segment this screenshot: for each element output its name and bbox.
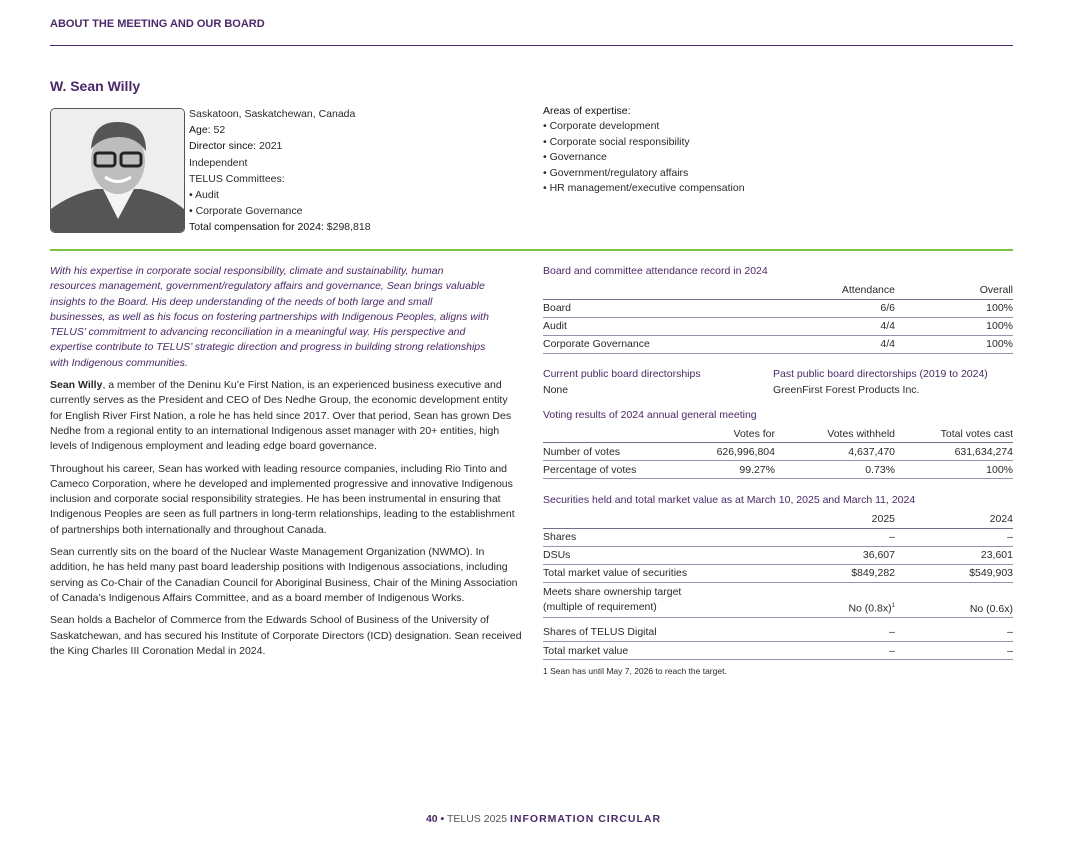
bio-paragraph: Sean holds a Bachelor of Commerce from t… [50, 614, 522, 657]
committee-item: • Corporate Governance [189, 205, 303, 218]
attendance-table: Attendance Overall Board 6/6 100% Audit 4/4 1… [543, 282, 1013, 354]
table-row: Audit 4/4 100% [543, 317, 1013, 336]
bio-paragraph: Sean Willy, a member of the Deninu Ku’e … [50, 379, 512, 453]
director-photo [50, 108, 185, 233]
page-footer: 40 • TELUS 2025 INFORMATION CIRCULAR [425, 813, 662, 825]
expertise-item: • Government/regulatory affairs [543, 166, 689, 179]
bio-paragraph: Throughout his career, Sean has worked w… [50, 462, 515, 536]
telus-digital-table: Shares of TELUS Digital – – Total market v… [543, 623, 1013, 660]
current-directorships-title: Current public board directorships [543, 367, 701, 380]
committees-label: TELUS Committees: [189, 172, 285, 185]
bio-paragraph: Sean currently sits on the board of the … [50, 546, 518, 604]
table-row: Total market value of securities $849,282… [543, 564, 1013, 583]
bio-intro: With his expertise in corporate social r… [50, 265, 489, 369]
director-name: W. Sean Willy [50, 78, 141, 94]
director-tables: Board and committee attendance record in… [543, 264, 1013, 676]
directorships: Current public board directorships None P… [543, 366, 1013, 398]
attendance-title: Board and committee attendance record in… [543, 265, 768, 277]
director-since: Director since: 2021 [189, 140, 283, 153]
table-row: Total market value – – [543, 641, 1013, 660]
table-row: Shares – – [543, 528, 1013, 547]
securities-title: Securities held and total market value a… [543, 494, 916, 506]
table-row: Number of votes 626,996,804 4,637,470 631,6… [543, 442, 1013, 461]
green-divider [50, 249, 1013, 251]
age: Age: 52 [189, 124, 226, 137]
expertise-title: Areas of expertise: [543, 105, 631, 117]
biography: With his expertise in corporate social r… [50, 264, 522, 666]
table-row: Meets share ownership target (multiple of… [543, 582, 1013, 618]
table-row: Percentage of votes 99.27% 0.73% 100% [543, 460, 1013, 479]
expertise-item: • HR management/executive compensation [543, 182, 745, 195]
footnote: 1 Sean has until May 7, 2026 to reach th… [543, 666, 727, 676]
table-row: Shares of TELUS Digital – – [543, 623, 1013, 642]
director-info: Saskatoon, Saskatchewan, Canada Age: 52 … [189, 106, 371, 236]
areas-of-expertise: Areas of expertise: • Corporate developm… [543, 104, 745, 196]
current-directorships: None [543, 383, 569, 396]
divider [50, 45, 1013, 46]
section-title: ABOUT THE MEETING AND OUR BOARD [50, 18, 265, 30]
table-row: Corporate Governance 4/4 100% [543, 335, 1013, 354]
expertise-item: • Corporate social responsibility [543, 135, 690, 148]
table-row: DSUs 36,607 23,601 [543, 546, 1013, 565]
expertise-item: • Corporate development [543, 120, 660, 133]
document-name: TELUS 2025 [446, 813, 508, 825]
committee-item: • Audit [189, 189, 219, 202]
total-compensation: Total compensation for 2024: $298,818 [189, 221, 371, 234]
past-directorships-title: Past public board directorships (2019 to… [773, 367, 988, 380]
independence-status: Independent [189, 156, 248, 169]
voting-title: Voting results of 2024 annual general me… [543, 408, 757, 421]
location: Saskatoon, Saskatchewan, Canada [189, 108, 356, 120]
page-number: 40 [425, 813, 438, 825]
voting-table: Votes for Votes withheld Total votes cast … [543, 425, 1013, 479]
expertise-item: • Governance [543, 151, 607, 164]
document-title: INFORMATION CIRCULAR [510, 813, 662, 825]
table-row: Board 6/6 100% [543, 299, 1013, 318]
past-directorships: GreenFirst Forest Products Inc. [773, 383, 920, 396]
securities-table: 2025 2024 Shares – – DSUs 36,607 23,601 Total… [543, 511, 1013, 618]
